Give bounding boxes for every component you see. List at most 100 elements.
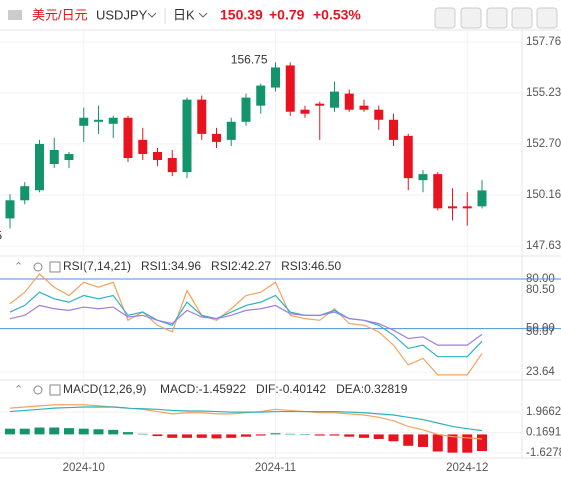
- macd-bar: [34, 427, 45, 435]
- macd-bar: [314, 434, 325, 436]
- macd-bar: [462, 434, 473, 453]
- settings-icon[interactable]: [33, 262, 43, 272]
- macd-bar: [329, 434, 340, 436]
- candle-body: [300, 109, 310, 114]
- candle-body: [315, 103, 325, 106]
- candle-body: [182, 99, 192, 173]
- y-tick-label: 152.70: [526, 138, 561, 150]
- macd-bar: [344, 434, 355, 437]
- macd-title: MACD(12,26,9): [63, 382, 146, 396]
- y-tick-label: 155.23: [526, 87, 561, 99]
- candle-body: [448, 206, 457, 209]
- dropdown-icon[interactable]: [198, 12, 208, 18]
- add-icon[interactable]: [49, 261, 61, 273]
- instrument-name[interactable]: 美元/日元: [32, 7, 88, 22]
- candle-body: [330, 91, 339, 108]
- y-tick-label: 147.63: [526, 240, 561, 252]
- macd-bar: [49, 427, 60, 435]
- x-tick-label: 2024-11: [255, 462, 296, 474]
- side-label: 50.07: [526, 326, 555, 338]
- macd-bar: [418, 434, 428, 447]
- candle-body: [197, 99, 207, 134]
- tool-button[interactable]: [486, 7, 508, 29]
- candle-body: [389, 119, 398, 140]
- price: 150.39: [220, 7, 263, 23]
- macd-bar: [78, 428, 89, 435]
- macd-bar: [108, 429, 119, 435]
- candle-body: [344, 93, 354, 110]
- candle-body: [167, 158, 177, 173]
- change-pct: +0.53%: [313, 7, 361, 23]
- legend-entry: RSI1:34.96: [141, 259, 201, 273]
- tool-button[interactable]: [511, 7, 533, 29]
- flag-icon: [8, 10, 22, 20]
- candle-body: [123, 117, 133, 159]
- macd-bar: [432, 434, 443, 452]
- macd-bar: [196, 434, 207, 438]
- close-icon[interactable]: ⌃: [14, 261, 23, 273]
- macd-bar: [255, 434, 266, 436]
- indicator-line: [9, 304, 483, 346]
- macd-bar: [182, 434, 192, 438]
- low-label: 148.5: [0, 229, 2, 243]
- macd-bar: [373, 434, 384, 439]
- candle-body: [462, 206, 472, 209]
- candle-body: [226, 121, 236, 140]
- dropdown-icon[interactable]: [147, 12, 157, 18]
- y-tick-label: 0.16919: [526, 427, 561, 439]
- candle-body: [285, 65, 295, 112]
- candle-body: [49, 149, 59, 165]
- macd-bar: [152, 434, 163, 437]
- candle-body: [418, 174, 428, 181]
- candle-body: [64, 153, 74, 161]
- settings-icon[interactable]: [33, 385, 43, 395]
- candle-body: [433, 174, 443, 209]
- candle-body: [79, 117, 89, 126]
- y-tick-label: 157.76: [526, 36, 561, 48]
- candle-body: [241, 97, 251, 122]
- legend-entry: RSI2:42.27: [211, 259, 271, 273]
- candle-body: [256, 85, 266, 106]
- add-icon[interactable]: [49, 384, 61, 396]
- macd-bar: [300, 434, 310, 435]
- y-tick-label: -1.62783: [526, 447, 561, 459]
- macd-bar: [270, 433, 281, 435]
- tool-button[interactable]: [460, 7, 482, 29]
- candle-body: [153, 151, 162, 161]
- change: +0.79: [269, 7, 305, 23]
- x-tick-label: 2024-12: [446, 462, 488, 474]
- close-icon[interactable]: ⌃: [14, 384, 23, 396]
- macd-bar: [447, 434, 458, 453]
- macd-bar: [226, 434, 237, 438]
- legend-entry: MACD:-1.45922: [160, 382, 246, 396]
- candle-body: [403, 135, 413, 179]
- macd-bar: [5, 428, 15, 435]
- macd-bar: [137, 433, 148, 435]
- macd-bar: [211, 434, 222, 439]
- y-tick-label: 1.96621: [526, 406, 561, 418]
- toolbar: [434, 7, 558, 29]
- macd-bar: [93, 429, 104, 435]
- high-label: 156.75: [231, 53, 268, 67]
- candle-body: [20, 186, 30, 201]
- tool-button[interactable]: [434, 7, 456, 29]
- tool-button[interactable]: [536, 7, 558, 29]
- symbol[interactable]: USDJPY: [96, 7, 148, 22]
- legend-entry: RSI3:46.50: [281, 259, 341, 273]
- y-tick-label: 150.16: [526, 189, 561, 201]
- side-label: 80.50: [526, 284, 555, 296]
- candle-body: [477, 190, 487, 207]
- candle-body: [359, 105, 369, 110]
- indicator-line: [9, 291, 483, 358]
- indicator-line: [9, 273, 483, 376]
- legend-entry: DEA:0.32819: [336, 382, 408, 396]
- y-tick-label: 23.64: [526, 366, 555, 378]
- candle-body: [271, 67, 280, 88]
- macd-bar: [64, 428, 74, 435]
- candle-body: [94, 119, 103, 122]
- macd-bar: [477, 434, 487, 452]
- period[interactable]: 日K: [173, 7, 195, 22]
- macd-bar: [403, 434, 414, 446]
- indicator-line: [9, 406, 483, 432]
